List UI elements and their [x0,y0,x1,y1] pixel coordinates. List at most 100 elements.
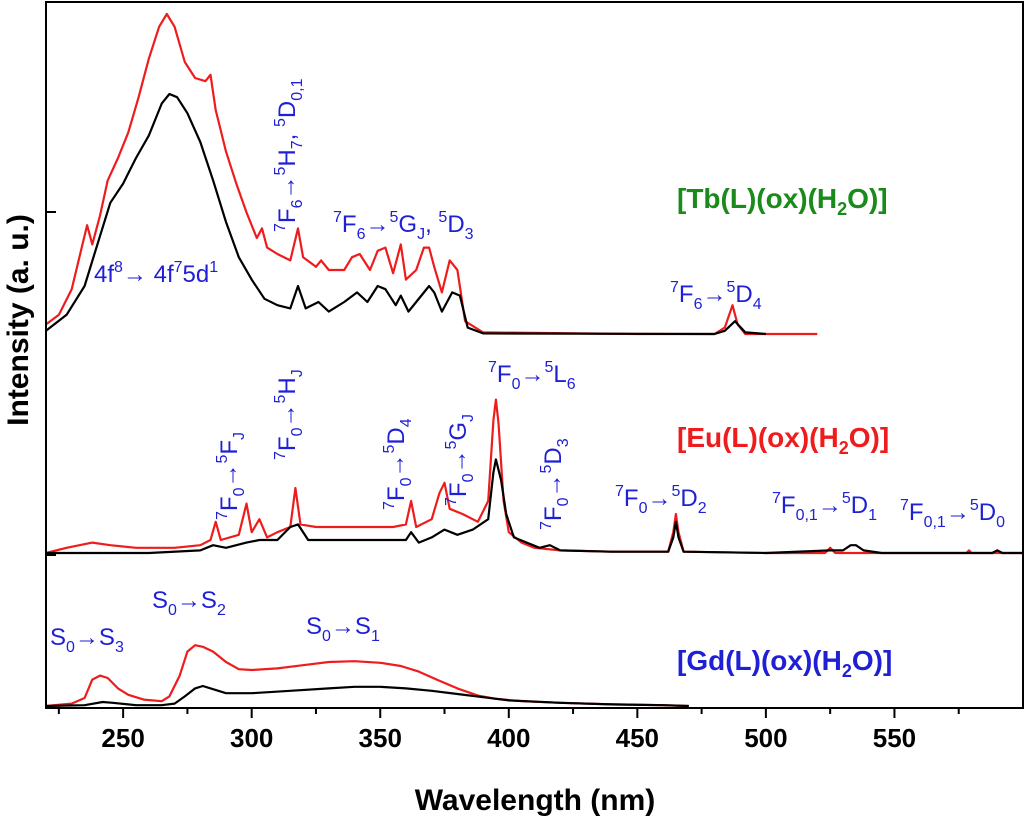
transition-label-part: 0 [322,628,331,645]
transition-label-part: 7 [538,521,555,530]
transition-label-part: → [216,464,243,488]
x-tick-label: 500 [744,723,787,753]
gd-spectrum-black [45,684,689,708]
x-tick-label: 450 [616,723,659,753]
transition-label-part: D [447,211,464,238]
compound-label-part: 2 [842,661,852,681]
transition-label-part: F [274,436,301,451]
transition-label-part: 5 [214,455,231,464]
transition-label-part: 7 [615,483,624,500]
transition-label-part: F [781,492,796,519]
transition-label-part: 7 [174,259,183,276]
tb-compound-label: [Tb(L)(ox)(H2O)] [677,183,888,219]
transition-label: 7F0→5FJ [214,432,248,520]
transition-label-part: J [460,414,477,422]
transition-label-part: 5d [183,261,210,288]
transition-label-part: → [946,499,970,526]
transition-label-part: 4 [398,418,415,427]
transition-label: 7F0,1→5D1 [772,490,877,524]
transition-label-part: F [445,482,472,497]
transition-label-part: 3 [465,226,474,243]
transition-label: 7F0,1→5D0 [900,497,1005,531]
transition-label-part: → [274,404,301,428]
transition-label-part: 6 [694,296,703,313]
x-tick-label: 400 [487,723,530,753]
transition-label-part: 0 [231,487,248,496]
transition-label-part: G [398,211,417,238]
transition-label-part: → [818,492,842,519]
transition-label-part: 5 [726,279,735,296]
transition-label-part: → [177,587,201,614]
transition-label-part: D [680,485,697,512]
transition-label-part: 5 [970,497,979,514]
transition-label-part: 5 [544,359,553,376]
transition-label-part: 7 [272,451,289,460]
transition-label-part: L [553,361,566,388]
transition-label-part: → [540,474,567,498]
transition-label: S0→S3 [50,624,124,656]
transition-label-part: → [274,176,301,200]
transition-label: 7F0→5D4 [381,418,415,510]
transition-label-part: 3 [555,438,572,447]
compound-label-part: 2 [837,199,847,219]
x-axis-title: Wavelength (nm) [415,784,656,817]
transition-label: 7F6→5GJ, 5D3 [333,209,474,243]
transition-label-part: 6 [289,199,306,208]
transition-label-part: 5 [389,209,398,226]
transition-label: 7F6→5H7, 5D0,1 [272,78,306,232]
transition-label-part: 0 [398,477,415,486]
transition-label-part: 7 [900,497,909,514]
transition-label-part: → [702,281,726,308]
transition-label-part: G [445,422,472,441]
transition-label-part: → [331,613,355,640]
transition-label-part: 1 [209,259,218,276]
transition-label-part: F [342,211,357,238]
compound-label-part: [Eu(L)(ox)(H [677,422,839,453]
eu-spectrum-black [46,458,1023,555]
transition-label-part: 5 [272,118,289,127]
transition-label-part: 0 [639,500,648,517]
transition-label-part: → [75,624,99,651]
transition-label-part: → [365,211,389,238]
y-axis-title: Intensity (a. u.) [2,214,35,426]
eu-compound-label: [Eu(L)(ox)(H2O)] [677,422,889,458]
transition-label-part: 0 [460,473,477,482]
transition-label-part: F [274,208,301,223]
transition-label-part: 7 [289,140,306,149]
transition-label-part: 4f [94,261,114,288]
transition-label-part: 0 [66,639,75,656]
transition-label-part: F [679,281,694,308]
transition-label-part: D [383,427,410,444]
transition-label-part: 5 [443,441,460,450]
transition-label-part: 0,1 [289,78,306,100]
transition-label-part: 1 [868,507,877,524]
compound-label-part: 2 [839,438,849,458]
transition-label-part: 8 [114,259,123,276]
tb-spectrum-black [45,92,766,336]
transition-label-part: 7 [333,209,342,226]
x-tick-label: 350 [359,723,402,753]
transition-label-part: F [909,499,924,526]
transition-label-part: S [50,624,66,651]
plot-frame [45,1,1024,709]
transition-label-part: J [289,369,306,377]
transition-label-part: 7 [443,497,460,506]
gd-spectrum-red [45,644,689,708]
transition-label-part: → [445,450,472,474]
transition-label-part: , [425,211,438,238]
transition-label-part: H [274,149,301,166]
transition-label-part: 5 [272,395,289,404]
compound-labels: [Tb(L)(ox)(H2O)] [Eu(L)(ox)(H2O)] [Gd(L)(o… [677,183,892,681]
gd-compound-label: [Gd(L)(ox)(H2O)] [677,645,892,681]
transition-label-part: 0,1 [924,514,946,531]
transition-label-part: 3 [115,639,124,656]
transition-label-part: F [216,496,243,511]
transition-label-part: 5 [842,490,851,507]
transition-label: 4f8→ 4f75d1 [94,259,218,288]
transition-label-part: 7 [772,490,781,507]
transition-label-part: J [417,226,425,243]
transition-label-part: 6 [567,376,576,393]
transition-label: 7F0→5D2 [615,483,707,517]
